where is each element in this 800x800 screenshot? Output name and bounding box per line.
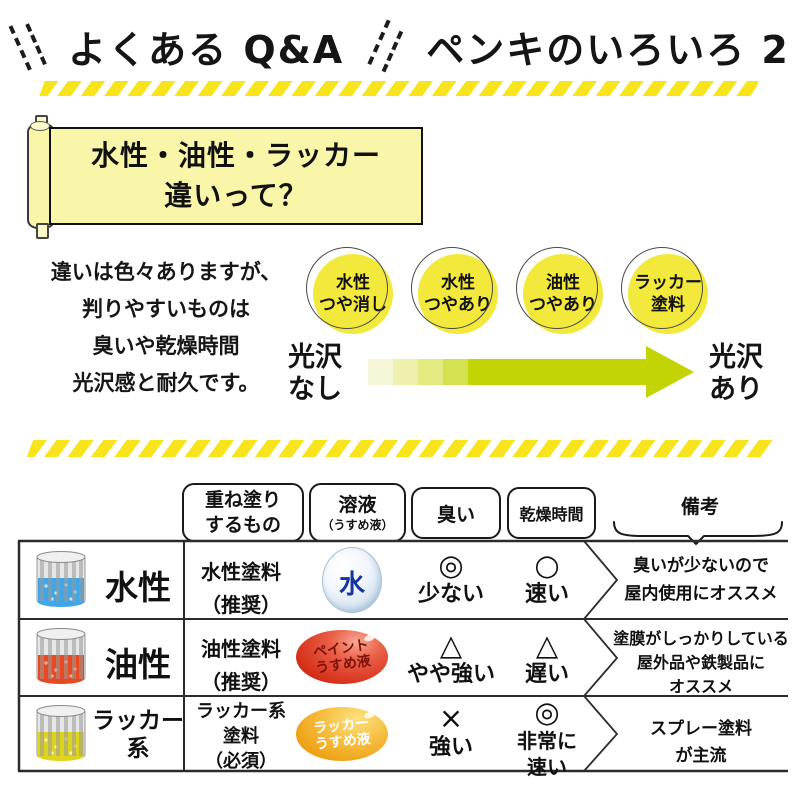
row-water-name: 水性 bbox=[105, 568, 171, 607]
paint-can-lacquer-icon bbox=[36, 705, 86, 761]
decorative-dashes-left-icon bbox=[0, 14, 54, 79]
row-oil-remark: 塗膜がしっかりしている 屋外品や鉄製品に オススメ bbox=[613, 629, 789, 696]
gloss-full-label: 光沢 あり bbox=[709, 342, 763, 405]
column-header-drytime: 乾燥時間 bbox=[507, 487, 596, 539]
intro-text: 違いは色々ありますが、 判りやすいものは 臭いや乾燥時間 光沢感と耐久です。 bbox=[25, 254, 307, 402]
question-line-2: 違いって？ bbox=[164, 179, 308, 212]
row-lacquer-name: ラッカー 系 bbox=[92, 708, 184, 762]
paint-can-water-icon bbox=[36, 551, 86, 607]
water-drop-label: 水 bbox=[338, 569, 365, 600]
stripe-divider-middle bbox=[26, 440, 774, 457]
gloss-circle-water-matte: 水性 つや消し bbox=[306, 247, 396, 337]
stripe-divider-top bbox=[39, 81, 759, 96]
paint-thinner-blob-icon: ペイント うすめ液 bbox=[296, 630, 388, 684]
table-grid bbox=[17, 539, 788, 773]
question-banner: 水性・油性・ラッカー 違いって？ bbox=[49, 127, 423, 225]
row-water-recoat: 水性塗料 （推奨） bbox=[201, 560, 281, 617]
row-water-remark: 臭いが少ないので 屋内使用にオススメ bbox=[624, 556, 778, 604]
row-lacquer-drytime: ◎ 非常に 速い bbox=[517, 695, 577, 779]
column-header-smell: 臭い bbox=[411, 487, 501, 539]
column-header-recoat: 重ね塗り するもの bbox=[182, 483, 304, 542]
row-oil-recoat: 油性塗料 （推奨） bbox=[201, 637, 281, 694]
row-lacquer-recoat: ラッカー系 塗料 （必須） bbox=[196, 701, 286, 772]
intro-line: 判りやすいものは bbox=[82, 297, 250, 321]
column-header-solvent: 溶液 （うすめ液） bbox=[309, 483, 406, 542]
intro-line: 光沢感と耐久です。 bbox=[72, 371, 260, 395]
column-header-remarks: 備考 bbox=[680, 496, 719, 518]
row-oil-name: 油性 bbox=[105, 645, 171, 684]
gloss-none-label: 光沢 なし bbox=[288, 342, 342, 405]
page-title-left: よくある Q&A bbox=[68, 27, 345, 72]
remarks-brace-icon bbox=[613, 521, 783, 546]
scroll-knob-bottom bbox=[36, 223, 49, 239]
row-lacquer-smell: × 強い bbox=[428, 701, 473, 760]
gloss-circle-lacquer: ラッカー 塗料 bbox=[621, 247, 711, 337]
intro-line: 臭いや乾燥時間 bbox=[92, 334, 240, 358]
decorative-dashes-middle-icon bbox=[358, 14, 412, 79]
paint-can-oil-icon bbox=[36, 628, 86, 684]
gloss-circle-water-glossy: 水性 つやあり bbox=[411, 247, 501, 337]
intro-line: 違いは色々ありますが、 bbox=[50, 260, 282, 284]
row-oil-smell: △ やや強い bbox=[406, 628, 495, 687]
page-title-right: ペンキのいろいろ 2 bbox=[426, 27, 790, 72]
lacquer-thinner-blob-icon: ラッカー うすめ液 bbox=[296, 707, 388, 761]
row-oil-drytime: △ 遅い bbox=[524, 628, 569, 687]
water-drop-icon: 水 bbox=[322, 547, 382, 613]
page-header: よくある Q&A ペンキのいろいろ 2 bbox=[0, 14, 800, 78]
gloss-gradient-arrow-icon bbox=[368, 346, 694, 398]
row-lacquer-remark: スプレー塗料 が主流 bbox=[650, 719, 752, 766]
gloss-circle-oil-glossy: 油性 つやあり bbox=[516, 247, 606, 337]
question-line-1: 水性・油性・ラッカー bbox=[90, 139, 381, 172]
row-water-smell: ◎ 少ない bbox=[417, 548, 484, 607]
row-water-drytime: ○ 速い bbox=[524, 548, 569, 607]
